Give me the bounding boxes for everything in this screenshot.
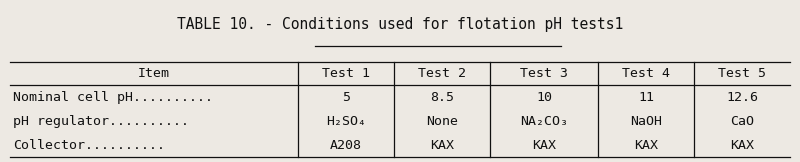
Text: Test 2: Test 2	[418, 67, 466, 80]
Text: Test 1: Test 1	[322, 67, 370, 80]
Text: CaO: CaO	[730, 115, 754, 128]
Text: 5: 5	[342, 91, 350, 104]
Text: None: None	[426, 115, 458, 128]
Text: Nominal cell pH..........: Nominal cell pH..........	[13, 91, 213, 104]
Text: pH regulator..........: pH regulator..........	[13, 115, 189, 128]
Text: Test 3: Test 3	[520, 67, 568, 80]
Text: 11: 11	[638, 91, 654, 104]
Text: TABLE 10. - Conditions used for flotation pH tests1: TABLE 10. - Conditions used for flotatio…	[177, 17, 623, 32]
Text: Test 4: Test 4	[622, 67, 670, 80]
Text: 10: 10	[536, 91, 552, 104]
Text: KAX: KAX	[730, 139, 754, 152]
Text: NA₂CO₃: NA₂CO₃	[520, 115, 568, 128]
Text: NaOH: NaOH	[630, 115, 662, 128]
Text: KAX: KAX	[634, 139, 658, 152]
Text: KAX: KAX	[430, 139, 454, 152]
Text: Collector..........: Collector..........	[13, 139, 165, 152]
Text: Test 5: Test 5	[718, 67, 766, 80]
Text: A208: A208	[330, 139, 362, 152]
Text: 12.6: 12.6	[726, 91, 758, 104]
Text: H₂SO₄: H₂SO₄	[326, 115, 366, 128]
Text: 8.5: 8.5	[430, 91, 454, 104]
Text: Item: Item	[138, 67, 170, 80]
Text: KAX: KAX	[532, 139, 556, 152]
